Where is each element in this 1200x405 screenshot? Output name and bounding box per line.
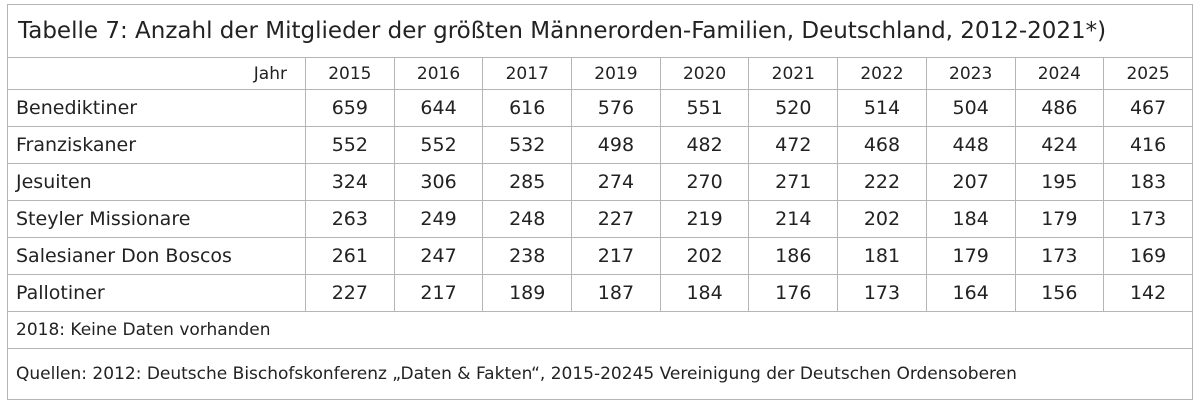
member-count: 214 [748,200,839,238]
year-header: 2015 [305,57,395,90]
member-count: 467 [1103,89,1193,127]
member-count: 217 [393,274,484,312]
members-table: Tabelle 7: Anzahl der Mitglieder der grö… [7,4,1193,400]
data-row: Steyler Missionare 263 249 248 227 219 214 202 1… [7,200,1193,238]
member-count: 263 [305,200,395,238]
member-count: 324 [305,163,395,201]
member-count: 514 [837,89,927,127]
order-name: Steyler Missionare [7,200,306,238]
note-row: 2018: Keine Daten vorhanden [7,311,1193,349]
member-count: 181 [837,237,927,275]
table-title: Tabelle 7: Anzahl der Mitglieder der grö… [7,4,1193,58]
member-count: 644 [393,89,484,127]
member-count: 270 [659,163,750,201]
member-count: 576 [571,89,661,127]
table-body: Tabelle 7: Anzahl der Mitglieder der grö… [7,4,1193,400]
member-count: 183 [1103,163,1193,201]
member-count: 448 [925,126,1016,164]
data-row: Benediktiner 659 644 616 576 551 520 514 504 486 4… [7,89,1193,127]
member-count: 551 [659,89,750,127]
member-count: 184 [925,200,1016,238]
order-name: Salesianer Don Boscos [7,237,306,275]
row-label-header: Jahr [7,57,306,90]
member-count: 238 [482,237,573,275]
data-row: Jesuiten 324 306 285 274 270 271 222 207 195 183 [7,163,1193,201]
member-count: 173 [837,274,927,312]
member-count: 616 [482,89,573,127]
member-count: 227 [305,274,395,312]
member-count: 504 [925,89,1016,127]
member-count: 274 [571,163,661,201]
member-count: 207 [925,163,1016,201]
member-count: 486 [1014,89,1105,127]
member-count: 227 [571,200,661,238]
member-count: 261 [305,237,395,275]
source: Quellen: 2012: Deutsche Bischofskonferen… [7,348,1193,400]
member-count: 156 [1014,274,1105,312]
member-count: 659 [305,89,395,127]
order-name: Benediktiner [7,89,306,127]
member-count: 552 [393,126,484,164]
member-count: 195 [1014,163,1105,201]
member-count: 184 [659,274,750,312]
member-count: 520 [748,89,839,127]
member-count: 468 [837,126,927,164]
member-count: 164 [925,274,1016,312]
order-name: Pallotiner [7,274,306,312]
member-count: 472 [748,126,839,164]
member-count: 186 [748,237,839,275]
member-count: 179 [925,237,1016,275]
year-header: 2016 [393,57,484,90]
member-count: 202 [659,237,750,275]
member-count: 416 [1103,126,1193,164]
member-count: 222 [837,163,927,201]
member-count: 285 [482,163,573,201]
member-count: 169 [1103,237,1193,275]
member-count: 202 [837,200,927,238]
member-count: 219 [659,200,750,238]
year-header: 2020 [659,57,750,90]
member-count: 249 [393,200,484,238]
year-header: 2024 [1014,57,1105,90]
member-count: 552 [305,126,395,164]
note: 2018: Keine Daten vorhanden [7,311,1193,349]
data-row: Salesianer Don Boscos 261 247 238 217 202 186 1… [7,237,1193,275]
member-count: 424 [1014,126,1105,164]
member-count: 173 [1014,237,1105,275]
order-name: Franziskaner [7,126,306,164]
year-header: 2019 [571,57,661,90]
member-count: 482 [659,126,750,164]
member-count: 189 [482,274,573,312]
member-count: 173 [1103,200,1193,238]
year-header: 2021 [748,57,839,90]
source-row: Quellen: 2012: Deutsche Bischofskonferen… [7,348,1193,400]
data-row: Franziskaner 552 552 532 498 482 472 468 448 424 4… [7,126,1193,164]
title-row: Tabelle 7: Anzahl der Mitglieder der grö… [7,4,1193,58]
member-count: 532 [482,126,573,164]
header-row: Jahr 2015 2016 2017 2019 2020 2021 2022 2023 2024… [7,57,1193,90]
data-row: Pallotiner 227 217 189 187 184 176 173 164 156 142 [7,274,1193,312]
member-count: 187 [571,274,661,312]
year-header: 2025 [1103,57,1193,90]
member-count: 142 [1103,274,1193,312]
member-count: 176 [748,274,839,312]
order-name: Jesuiten [7,163,306,201]
member-count: 498 [571,126,661,164]
member-count: 306 [393,163,484,201]
year-header: 2017 [482,57,573,90]
member-count: 217 [571,237,661,275]
year-header: 2022 [837,57,927,90]
member-count: 271 [748,163,839,201]
member-count: 248 [482,200,573,238]
year-header: 2023 [925,57,1016,90]
member-count: 179 [1014,200,1105,238]
member-count: 247 [393,237,484,275]
